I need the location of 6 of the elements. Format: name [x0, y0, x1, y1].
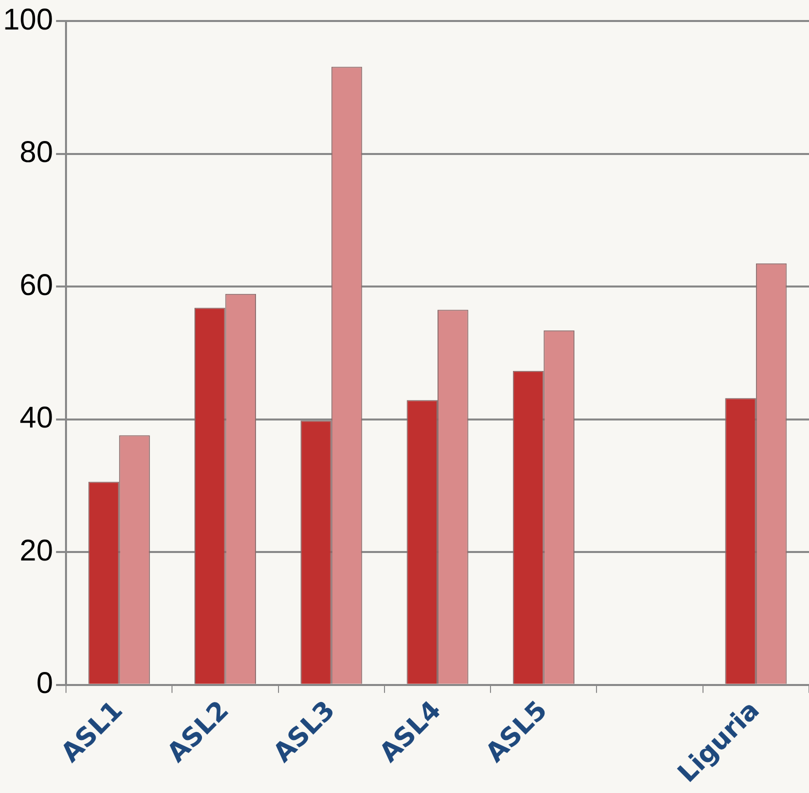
y-tick-label: 60: [20, 268, 54, 302]
y-tick-label: 0: [36, 667, 54, 700]
y-tick-label: 80: [20, 136, 54, 170]
y-tick-label: 100: [2, 3, 54, 36]
y-tick-label: 40: [20, 402, 54, 435]
y-tick-label: 20: [20, 534, 54, 568]
